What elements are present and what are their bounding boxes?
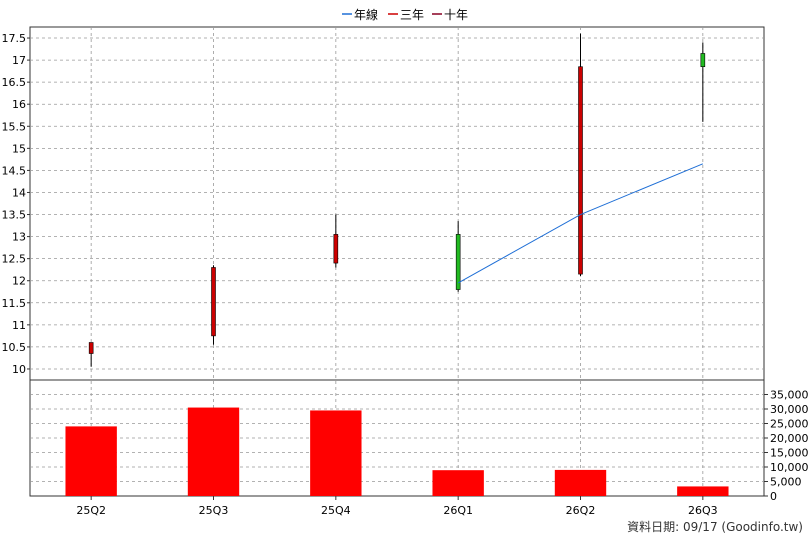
footer-source: 資料日期: 09/17 (Goodinfo.tw) — [627, 520, 803, 534]
price-tick-label: 13.5 — [2, 209, 27, 222]
price-tick-label: 10 — [12, 363, 26, 376]
volume-bar — [65, 426, 117, 496]
candlesticks — [88, 33, 706, 367]
annual-line — [457, 163, 704, 284]
legend-10yr-label: 十年 — [444, 8, 468, 22]
price-tick-label: 15 — [12, 142, 26, 155]
price-tick-label: 14 — [12, 186, 26, 199]
price-tick-label: 15.5 — [2, 120, 27, 133]
x-tick-label: 25Q4 — [321, 504, 351, 517]
price-tick-label: 17 — [12, 54, 26, 67]
volume-tick-label: 30,000 — [770, 403, 808, 416]
x-axis: 25Q2 25Q3 25Q4 26Q1 26Q2 26Q3 — [76, 496, 718, 517]
price-tick-label: 16.5 — [2, 76, 27, 89]
candle-body — [333, 234, 339, 264]
grid — [30, 27, 764, 496]
price-tick-label: 13 — [12, 231, 26, 244]
volume-bar — [554, 469, 607, 496]
volume-tick-label: 35,000 — [770, 389, 808, 402]
volume-tick-label: 15,000 — [770, 447, 808, 460]
volume-bar — [432, 470, 484, 496]
price-tick-label: 12.5 — [2, 253, 27, 266]
candle-body — [455, 234, 461, 290]
volume-tick-label: 25,000 — [770, 418, 808, 431]
x-tick-label: 26Q2 — [566, 504, 596, 517]
volume-tick-label: 0 — [770, 490, 777, 503]
x-tick-label: 25Q3 — [199, 504, 229, 517]
volume-bars — [65, 407, 729, 496]
volume-tick-label: 20,000 — [770, 432, 808, 445]
candle-body — [88, 342, 94, 354]
legend-3yr-label: 三年 — [400, 8, 424, 22]
volume-bar — [187, 407, 240, 496]
price-tick-label: 16 — [12, 98, 26, 111]
candle-body — [700, 53, 706, 68]
candle-body — [578, 66, 583, 275]
price-tick-label: 11.5 — [2, 297, 27, 310]
price-tick-label: 10.5 — [2, 341, 27, 354]
volume-bar — [310, 410, 362, 496]
x-tick-label: 25Q2 — [76, 504, 106, 517]
price-panel-frame — [29, 26, 765, 381]
x-tick-label: 26Q3 — [688, 504, 718, 517]
legend-annual-label: 年線 — [354, 7, 378, 22]
price-axis: 10 10.5 11 11.5 12 12.5 13 13.5 14 14.5 15 15.5 16 16… — [2, 32, 30, 376]
volume-tick-label: 5,000 — [770, 476, 802, 489]
volume-bar — [677, 486, 729, 496]
candle-body — [211, 267, 216, 337]
price-tick-label: 11 — [12, 319, 26, 332]
x-tick-label: 26Q1 — [443, 504, 473, 517]
legend: 年線 三年 十年 — [342, 7, 468, 22]
volume-tick-label: 10,000 — [770, 461, 808, 474]
price-tick-label: 14.5 — [2, 164, 27, 177]
price-tick-label: 17.5 — [2, 32, 27, 45]
price-tick-label: 12 — [12, 275, 26, 288]
